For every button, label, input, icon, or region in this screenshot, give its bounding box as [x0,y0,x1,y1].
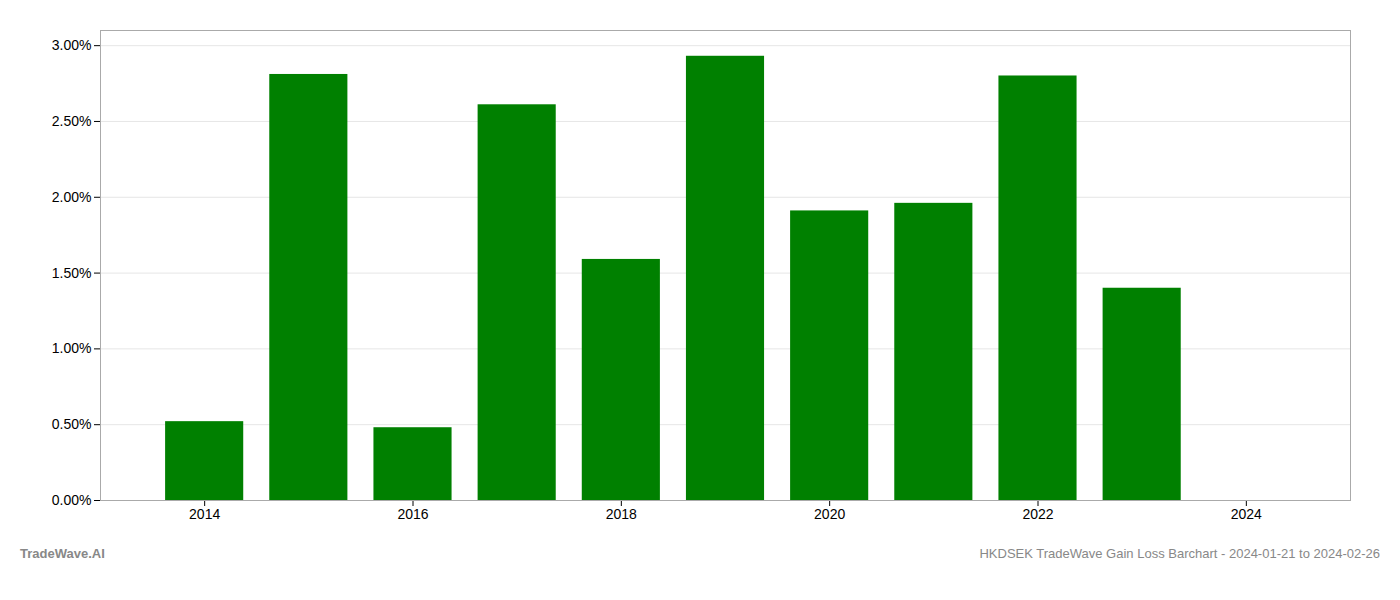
svg-text:2016: 2016 [397,506,428,522]
svg-text:2014: 2014 [189,506,220,522]
svg-text:2.00%: 2.00% [52,189,92,205]
svg-text:2018: 2018 [606,506,637,522]
svg-text:3.00%: 3.00% [52,37,92,53]
svg-text:2024: 2024 [1231,506,1262,522]
svg-text:0.50%: 0.50% [52,416,92,432]
svg-text:1.50%: 1.50% [52,265,92,281]
svg-text:2.50%: 2.50% [52,113,92,129]
html-text:TradeWave.AI: TradeWave.AI [20,546,105,561]
svg-text:1.00%: 1.00% [52,340,92,356]
html-text:HKDSEK TradeWave Gain Loss Bar: HKDSEK TradeWave Gain Loss Barchart - 20… [979,546,1380,561]
svg-text:2022: 2022 [1022,506,1053,522]
svg-text:0.00%: 0.00% [52,492,92,508]
svg-text:2020: 2020 [814,506,845,522]
